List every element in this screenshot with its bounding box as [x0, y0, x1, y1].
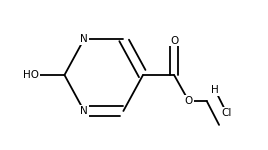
Text: HO: HO	[23, 70, 39, 80]
Text: O: O	[170, 36, 178, 46]
Text: N: N	[80, 34, 88, 44]
Text: O: O	[185, 96, 193, 106]
Text: H: H	[211, 85, 219, 95]
Text: Cl: Cl	[221, 108, 232, 118]
Text: N: N	[80, 106, 88, 116]
